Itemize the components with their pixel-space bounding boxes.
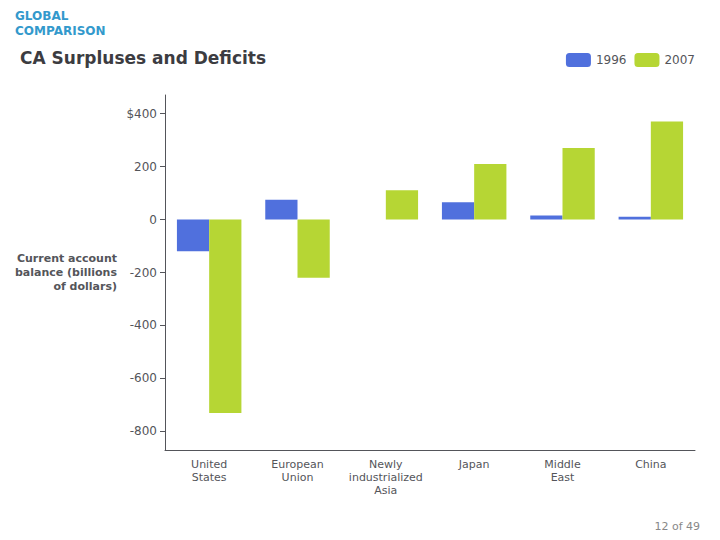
svg-text:United: United [191, 458, 227, 471]
svg-text:0: 0 [149, 213, 157, 227]
svg-text:Asia: Asia [374, 484, 397, 497]
svg-text:China: China [635, 458, 666, 471]
svg-text:Japan: Japan [458, 458, 490, 471]
svg-text:States: States [192, 471, 227, 484]
svg-text:12 of 49: 12 of 49 [654, 520, 700, 533]
svg-text:200: 200 [134, 160, 157, 174]
svg-text:East: East [551, 471, 575, 484]
svg-text:GLOBAL: GLOBAL [15, 9, 69, 23]
svg-text:-200: -200 [130, 266, 157, 280]
svg-text:COMPARISON: COMPARISON [15, 24, 106, 38]
svg-text:1996: 1996 [596, 53, 627, 67]
svg-text:$400: $400 [126, 107, 157, 121]
svg-text:CA Surpluses and Deficits: CA Surpluses and Deficits [20, 48, 266, 68]
svg-text:balance (billions: balance (billions [15, 266, 118, 279]
svg-text:of dollars): of dollars) [53, 280, 117, 293]
svg-text:Newly: Newly [369, 458, 403, 471]
svg-text:-800: -800 [130, 424, 157, 438]
svg-text:Union: Union [282, 471, 314, 484]
svg-text:-600: -600 [130, 371, 157, 385]
svg-text:2007: 2007 [664, 53, 695, 67]
svg-text:industrialized: industrialized [349, 471, 423, 484]
svg-text:Middle: Middle [544, 458, 581, 471]
svg-text:European: European [271, 458, 323, 471]
svg-text:-400: -400 [130, 318, 157, 332]
svg-text:Current account: Current account [17, 252, 117, 265]
